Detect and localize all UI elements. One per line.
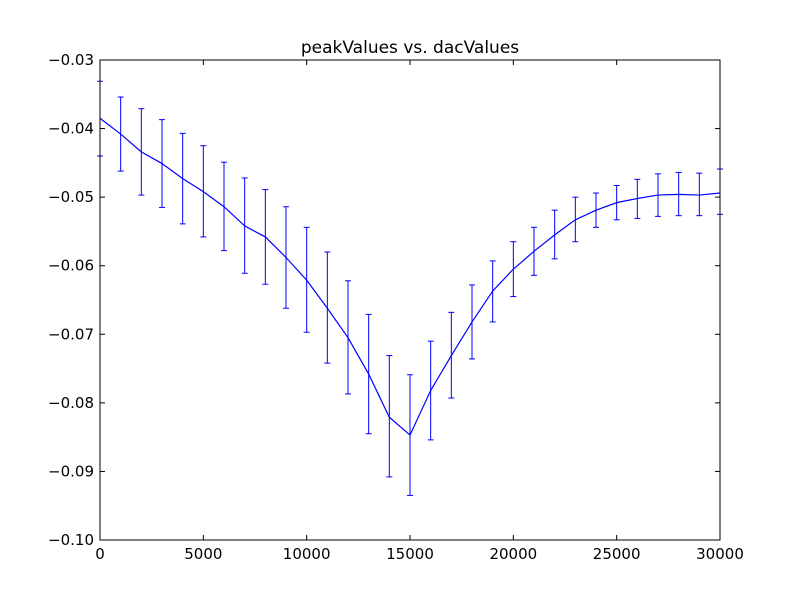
x-tick-label: 15000 <box>386 545 434 563</box>
y-tick-label: −0.10 <box>48 531 94 549</box>
y-tick-label: −0.07 <box>48 325 94 343</box>
x-tick-label: 30000 <box>696 545 744 563</box>
y-tick-label: −0.03 <box>48 51 94 69</box>
x-tick-label: 0 <box>95 545 105 563</box>
y-tick-label: −0.08 <box>48 394 94 412</box>
x-tick-label: 20000 <box>489 545 537 563</box>
series-line <box>99 117 721 437</box>
y-tick-label: −0.04 <box>48 120 94 138</box>
x-tick-label: 5000 <box>184 545 222 563</box>
y-axis: −0.10 −0.09 −0.08 −0.07 −0.06 −0.05 −0.04 −0.03 <box>48 51 720 549</box>
x-tick-label: 25000 <box>593 545 641 563</box>
x-tick-label: 10000 <box>283 545 331 563</box>
chart-title: peakValues vs. dacValues <box>301 38 519 58</box>
x-axis: 0 5000 10000 15000 20000 25000 30000 <box>95 60 744 563</box>
error-bar <box>696 172 703 217</box>
y-tick-label: −0.06 <box>48 257 94 275</box>
series-layer <box>99 117 721 437</box>
y-tick-label: −0.09 <box>48 462 94 480</box>
y-tick-label: −0.05 <box>48 188 94 206</box>
